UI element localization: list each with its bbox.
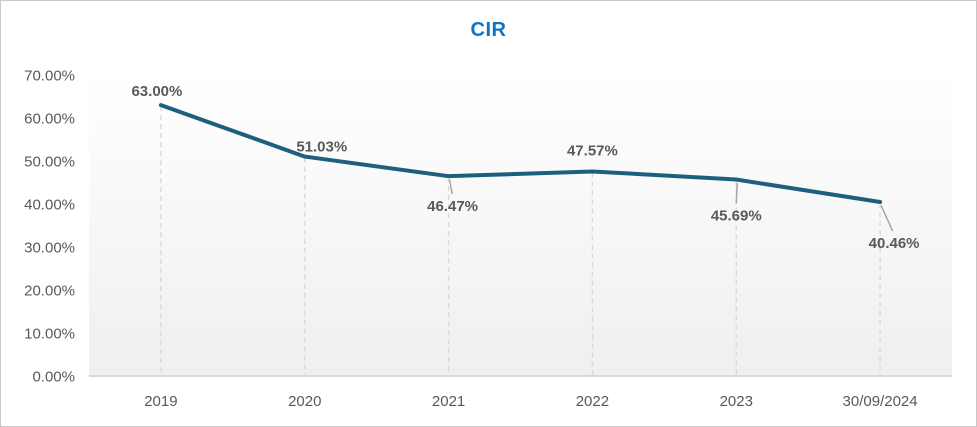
y-tick-label: 60.00%	[24, 111, 75, 128]
y-tick-label: 20.00%	[24, 283, 75, 300]
y-tick-label: 70.00%	[24, 68, 75, 85]
data-label: 46.47%	[427, 198, 478, 215]
y-tick-label: 30.00%	[24, 240, 75, 257]
x-axis-label: 30/09/2024	[843, 393, 918, 410]
x-axis-label: 2019	[144, 393, 177, 410]
x-axis-label: 2023	[720, 393, 753, 410]
leader-line	[448, 179, 453, 195]
plot-area	[89, 75, 952, 375]
data-label: 51.03%	[296, 139, 347, 156]
series-line-cir	[158, 103, 883, 205]
leader-line	[735, 182, 738, 204]
y-tick-label: 10.00%	[24, 326, 75, 343]
x-axis-label: 2020	[288, 393, 321, 410]
x-axis-label: 2021	[432, 393, 465, 410]
y-tick-label: 40.00%	[24, 197, 75, 214]
data-label: 63.00%	[131, 83, 182, 100]
x-axis-label: 2022	[576, 393, 609, 410]
data-label: 47.57%	[567, 142, 618, 159]
y-tick-label: 0.00%	[32, 369, 75, 386]
leader-line	[880, 205, 894, 232]
data-label: 40.46%	[869, 235, 920, 252]
chart-title: CIR	[470, 19, 507, 41]
data-label: 45.69%	[711, 208, 762, 225]
y-tick-label: 50.00%	[24, 154, 75, 171]
